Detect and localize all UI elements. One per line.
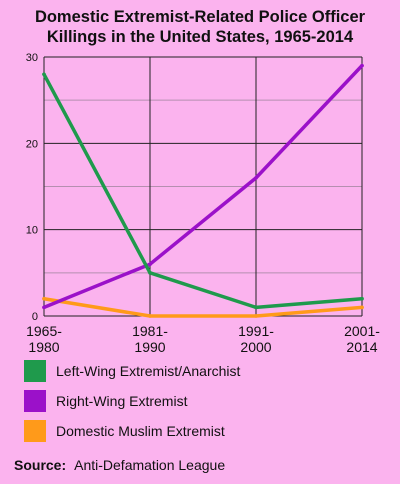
legend-label-muslim: Domestic Muslim Extremist: [56, 423, 225, 439]
chart-title: Domestic Extremist-Related Police Office…: [0, 7, 400, 47]
x-tick-label: 2001-2014: [344, 323, 380, 355]
data-point: [42, 296, 46, 301]
series-line: [42, 63, 364, 310]
legend-label-left-wing: Left-Wing Extremist/Anarchist: [56, 363, 241, 379]
legend-swatch-right-wing: [24, 390, 46, 412]
data-point: [42, 305, 46, 310]
series-line: [42, 72, 364, 310]
legend-item-left-wing: Left-Wing Extremist/Anarchist: [24, 360, 344, 382]
chart-title-line-2: Killings in the United States, 1965-2014: [46, 28, 354, 46]
legend-swatch-muslim: [24, 420, 46, 442]
data-point: [360, 296, 364, 301]
x-tick-label: 1981-1990: [132, 323, 168, 355]
data-point: [148, 262, 152, 267]
y-tick-label: 10: [26, 225, 38, 237]
source-note: Source: Anti-Defamation League: [14, 457, 225, 473]
legend-item-right-wing: Right-Wing Extremist: [24, 390, 344, 412]
legend-swatch-left-wing: [24, 360, 46, 382]
source-text: Anti-Defamation League: [74, 457, 226, 473]
data-point: [254, 176, 258, 180]
x-tick-label: 1991-2000: [238, 323, 274, 355]
chart-title-line-1: Domestic Extremist-Related Police Office…: [34, 8, 366, 26]
data-point: [254, 305, 258, 310]
source-label: Source:: [14, 457, 67, 473]
data-point: [42, 72, 46, 77]
data-point: [360, 63, 364, 68]
legend-item-muslim: Domestic Muslim Extremist: [24, 420, 344, 442]
data-point: [148, 314, 152, 318]
y-tick-label: 0: [32, 311, 38, 323]
x-tick-label: 1965-1980: [26, 323, 62, 355]
y-tick-label: 20: [26, 138, 38, 150]
legend-label-right-wing: Right-Wing Extremist: [56, 393, 188, 409]
series-line: [42, 296, 364, 318]
y-tick-label: 30: [26, 52, 38, 64]
data-point: [360, 305, 364, 310]
data-point: [254, 314, 258, 318]
data-point: [148, 271, 152, 275]
